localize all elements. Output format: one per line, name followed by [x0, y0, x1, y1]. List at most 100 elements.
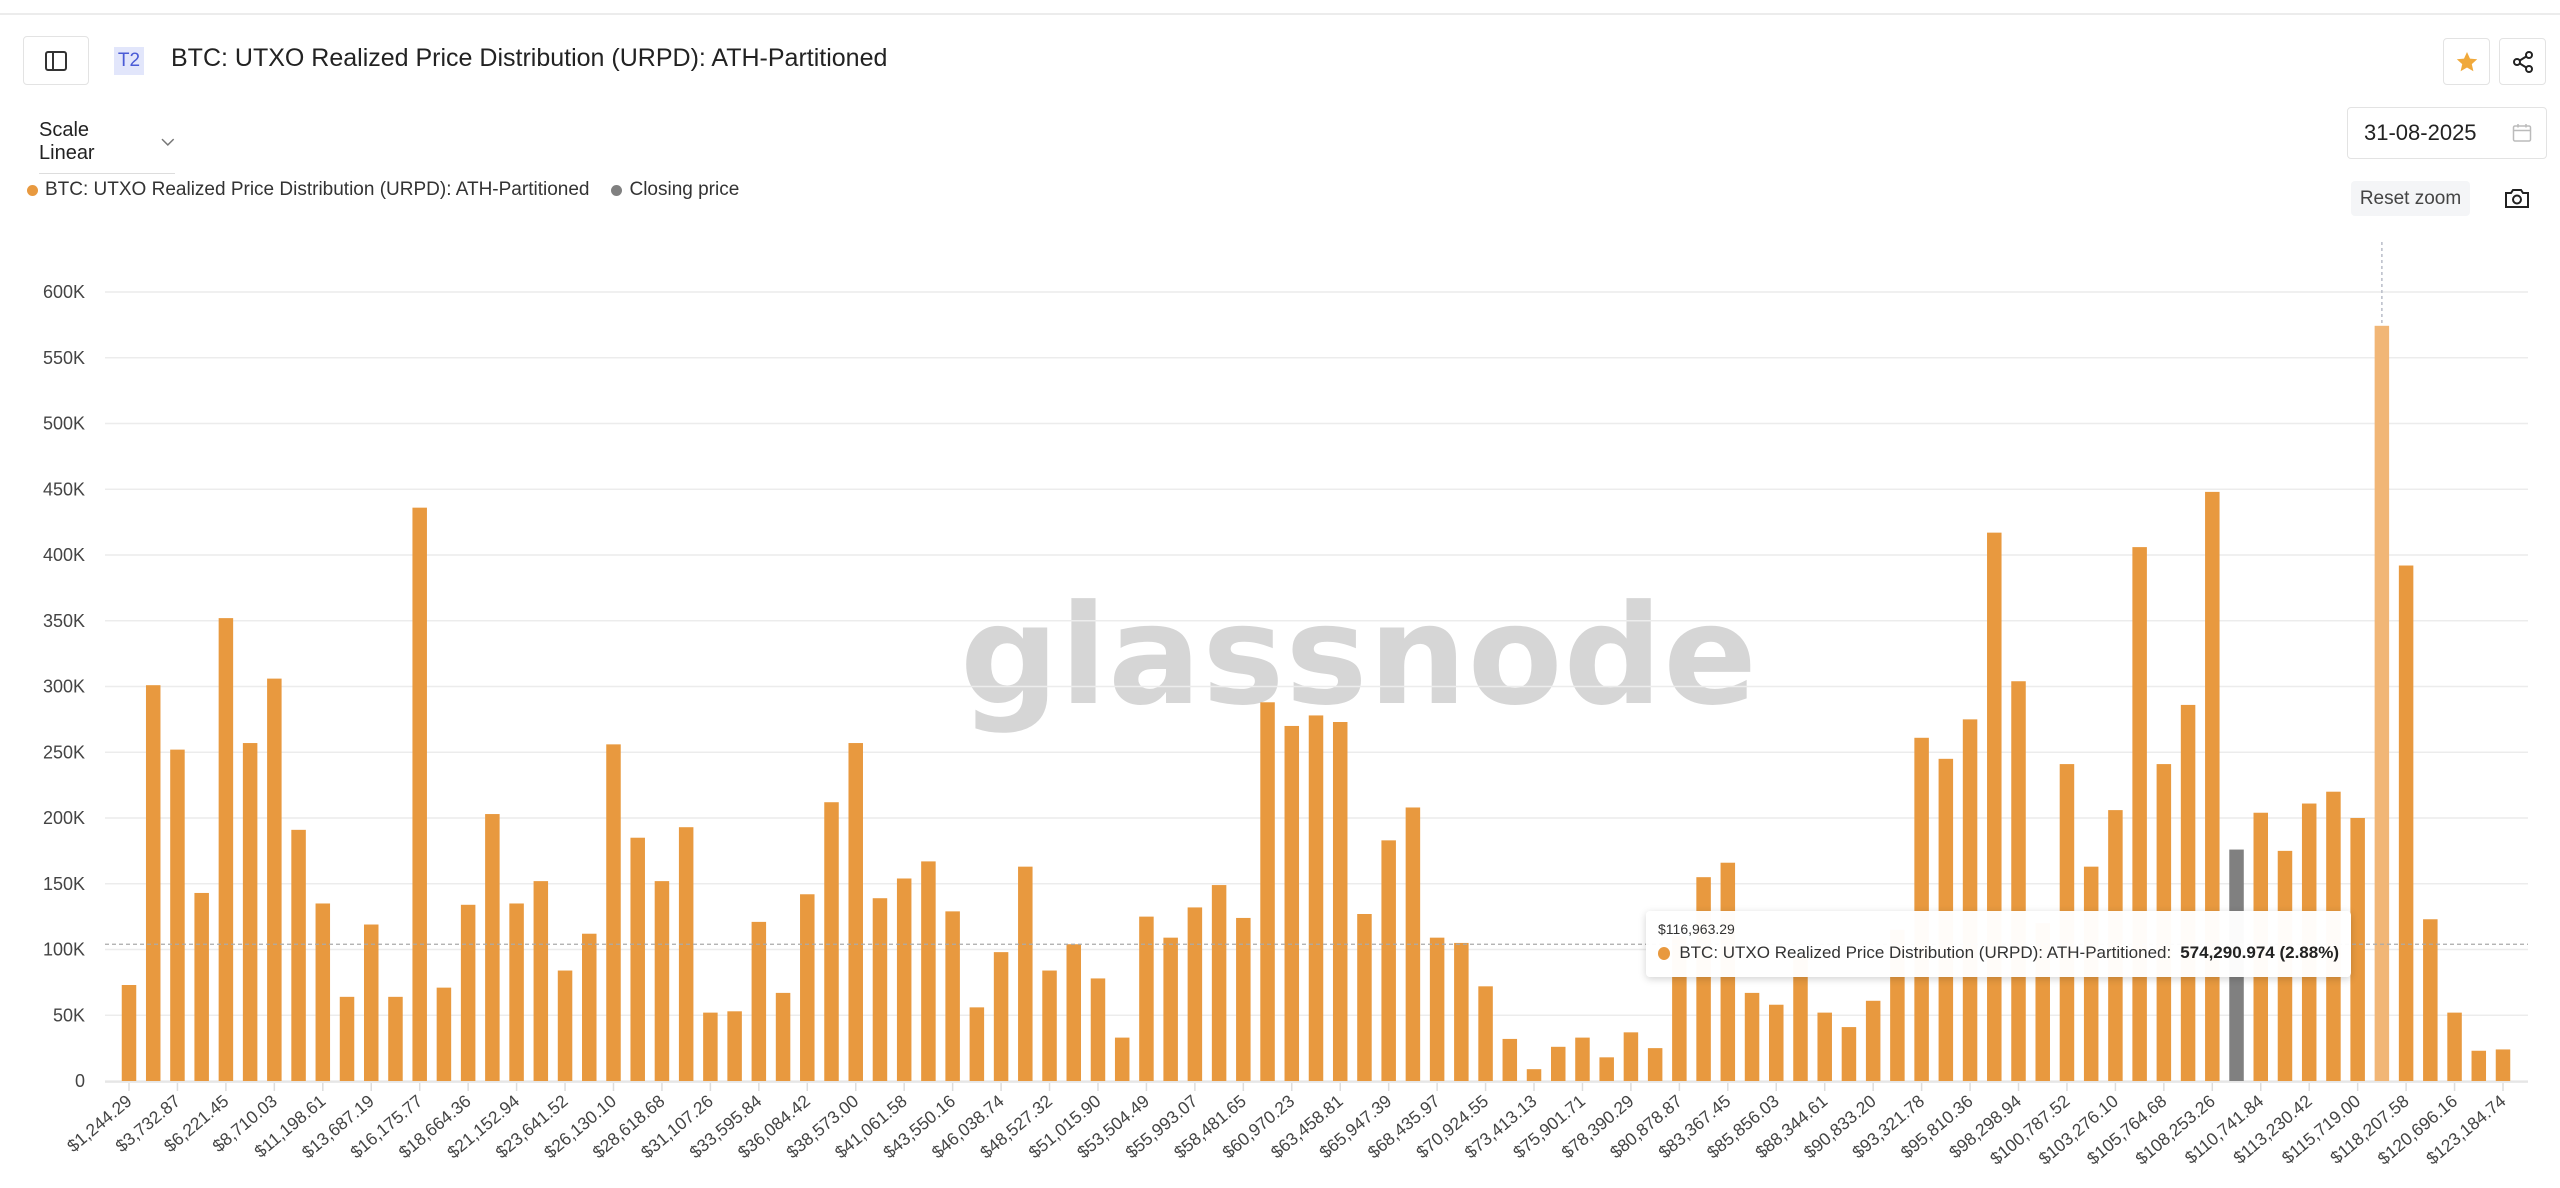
date-picker[interactable]: 31-08-2025 [2347, 107, 2547, 159]
bar[interactable] [1865, 1000, 1881, 1081]
bar[interactable] [267, 678, 282, 1081]
bar[interactable] [533, 881, 549, 1081]
highlighted-bar[interactable] [2374, 325, 2390, 1081]
bar[interactable] [1260, 702, 1275, 1081]
bar[interactable] [775, 992, 791, 1081]
bar[interactable] [2447, 1012, 2462, 1081]
bar[interactable] [1526, 1069, 1542, 1081]
bar[interactable] [582, 933, 597, 1081]
bar[interactable] [121, 985, 137, 1081]
bar[interactable] [1405, 807, 1421, 1081]
bar[interactable] [678, 827, 694, 1081]
bar[interactable] [460, 904, 476, 1081]
bar[interactable] [2132, 547, 2147, 1081]
bar[interactable] [606, 744, 621, 1081]
bar[interactable] [1623, 1032, 1639, 1081]
bar[interactable] [993, 952, 1009, 1081]
legend-label: Closing price [629, 179, 740, 200]
bar[interactable] [921, 861, 936, 1081]
bar[interactable] [848, 743, 863, 1081]
bar[interactable] [1575, 1037, 1590, 1081]
bar[interactable] [1284, 725, 1300, 1081]
bar[interactable] [1769, 1004, 1784, 1081]
bar[interactable] [751, 921, 767, 1081]
bar[interactable] [703, 1012, 718, 1081]
bar[interactable] [1793, 956, 1808, 1081]
bar[interactable] [654, 881, 670, 1081]
bar[interactable] [2180, 704, 2196, 1081]
bar[interactable] [2011, 681, 2026, 1081]
bar[interactable] [2495, 1049, 2511, 1081]
bar[interactable] [824, 802, 839, 1081]
bar[interactable] [1647, 1048, 1663, 1081]
bar[interactable] [1502, 1038, 1518, 1081]
bar[interactable] [2205, 491, 2220, 1081]
bar[interactable] [1429, 937, 1445, 1081]
bar[interactable] [363, 924, 379, 1081]
bar[interactable] [1357, 913, 1372, 1081]
bar[interactable] [194, 892, 209, 1081]
bar[interactable] [145, 685, 161, 1081]
bar[interactable] [945, 911, 960, 1081]
bar[interactable] [412, 507, 427, 1081]
bar[interactable] [1066, 944, 1082, 1081]
camera-icon [2505, 189, 2529, 208]
bar[interactable] [291, 829, 306, 1081]
bar[interactable] [1454, 942, 1469, 1081]
bar[interactable] [1817, 1012, 1832, 1081]
bar[interactable] [218, 618, 234, 1081]
screenshot-button[interactable] [2504, 186, 2530, 210]
chart-legend: BTC: UTXO Realized Price Distribution (U… [27, 179, 739, 201]
bar[interactable] [1211, 885, 1227, 1081]
bar[interactable] [1478, 986, 1493, 1081]
bar[interactable] [872, 898, 888, 1081]
bar[interactable] [1914, 737, 1929, 1081]
bar[interactable] [557, 970, 573, 1081]
share-button[interactable] [2499, 38, 2546, 85]
bar[interactable] [630, 837, 645, 1081]
bar[interactable] [388, 996, 403, 1081]
bar[interactable] [170, 749, 185, 1081]
bar[interactable] [1841, 1027, 1857, 1081]
bar[interactable] [1090, 978, 1106, 1081]
bar[interactable] [509, 903, 524, 1081]
legend-item-urpd[interactable]: BTC: UTXO Realized Price Distribution (U… [27, 179, 589, 201]
bar[interactable] [339, 996, 355, 1081]
favorite-button[interactable] [2443, 38, 2490, 85]
bar[interactable] [896, 878, 912, 1081]
bar[interactable] [1114, 1037, 1130, 1081]
bar[interactable] [242, 743, 258, 1081]
bar[interactable] [2423, 919, 2438, 1081]
scale-select[interactable]: Scale Linear [39, 119, 175, 174]
y-tick-label: 0 [75, 1071, 85, 1091]
bar[interactable] [2350, 818, 2365, 1081]
bar[interactable] [969, 1007, 985, 1081]
bar[interactable] [1696, 877, 1711, 1081]
bar[interactable] [1163, 937, 1178, 1081]
bar[interactable] [1332, 722, 1348, 1081]
bar[interactable] [2471, 1050, 2487, 1081]
bar[interactable] [1042, 970, 1057, 1081]
bar[interactable] [1550, 1046, 1566, 1081]
sidebar-toggle-button[interactable] [23, 36, 89, 85]
bar[interactable] [1236, 917, 1251, 1081]
bar[interactable] [2398, 565, 2414, 1081]
bar[interactable] [485, 814, 500, 1081]
legend-item-closing-price[interactable]: Closing price [611, 179, 739, 201]
bar[interactable] [1962, 719, 1978, 1081]
legend-dot-orange [27, 184, 38, 196]
bar[interactable] [1139, 916, 1154, 1081]
bar[interactable] [1308, 715, 1324, 1081]
bar[interactable] [1187, 907, 1203, 1081]
bar[interactable] [727, 1011, 742, 1081]
bar[interactable] [1744, 992, 1760, 1081]
bar[interactable] [800, 894, 815, 1081]
reset-zoom-button[interactable]: Reset zoom [2351, 181, 2470, 216]
bar[interactable] [1018, 866, 1033, 1081]
bar[interactable] [1599, 1057, 1614, 1081]
bar[interactable] [1987, 532, 2002, 1081]
bar[interactable] [315, 903, 331, 1081]
bar[interactable] [1381, 840, 1396, 1081]
bar[interactable] [436, 987, 452, 1081]
